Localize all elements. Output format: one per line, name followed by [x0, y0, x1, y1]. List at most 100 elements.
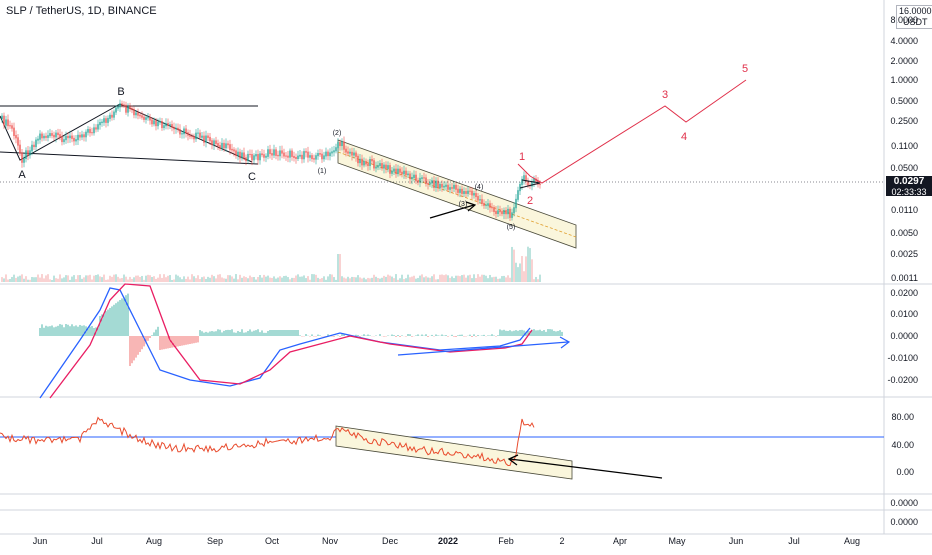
macd-histogram-bar	[549, 329, 550, 336]
macd-histogram-bar	[261, 330, 262, 336]
macd-histogram-bar	[137, 336, 138, 355]
candle	[201, 136, 202, 138]
candle	[141, 115, 142, 117]
volume-bar	[417, 278, 418, 282]
candle	[309, 155, 310, 158]
volume-bar	[511, 247, 512, 282]
macd-histogram-bar	[445, 335, 446, 336]
volume-bar	[339, 254, 340, 282]
volume-bar	[77, 275, 78, 282]
candle	[181, 133, 182, 134]
macd-histogram-bar	[501, 330, 502, 336]
volume-bar	[493, 277, 494, 282]
candle	[119, 103, 120, 107]
candle	[33, 145, 34, 147]
candle	[347, 151, 348, 153]
candle	[209, 137, 210, 141]
volume-bar	[125, 277, 126, 282]
candle	[469, 191, 470, 192]
candle	[21, 152, 22, 162]
volume-bar	[463, 275, 464, 282]
volume-bar	[227, 275, 228, 282]
macd-histogram-bar	[39, 328, 40, 336]
volume-bar	[123, 275, 124, 282]
volume-bar	[509, 278, 510, 282]
volume-bar	[45, 275, 46, 282]
macd-histogram-bar	[91, 326, 92, 336]
macd-histogram-bar	[153, 332, 154, 336]
candle	[471, 191, 472, 196]
x-tick-label: Jul	[91, 536, 103, 546]
candle	[291, 151, 292, 157]
macd-tick-label: 0.0000	[890, 331, 918, 341]
volume-bar	[23, 279, 24, 282]
volume-bar	[263, 275, 264, 282]
macd-tick-label: -0.0100	[887, 353, 918, 363]
candle	[155, 120, 156, 126]
candle	[241, 152, 242, 158]
currency-selector[interactable]: 16.0000 USDT	[896, 5, 932, 29]
candle	[497, 210, 498, 214]
volume-bar	[401, 275, 402, 282]
volume-bar	[533, 279, 534, 282]
volume-bar	[131, 279, 132, 282]
last-price-value: 0.0297	[886, 176, 932, 187]
volume-bar	[497, 279, 498, 282]
candle	[53, 135, 54, 138]
macd-histogram-bar	[147, 336, 148, 341]
macd-histogram-bar	[179, 336, 180, 346]
volume-bar	[5, 274, 6, 282]
candle	[149, 117, 150, 120]
candle	[67, 136, 68, 138]
volume-bar	[71, 277, 72, 282]
volume-bar	[507, 275, 508, 282]
macd-histogram-bar	[499, 329, 500, 336]
candle	[91, 132, 92, 133]
macd-histogram-bar	[221, 332, 222, 336]
volume-bar	[137, 276, 138, 282]
candle	[385, 165, 386, 170]
volume-bar	[161, 278, 162, 282]
volume-bar	[537, 279, 538, 282]
macd-histogram-bar	[265, 333, 266, 336]
candle	[195, 133, 196, 140]
volume-bar	[421, 274, 422, 282]
volume-bar	[299, 277, 300, 282]
volume-bar	[539, 275, 540, 282]
volume-bar	[351, 277, 352, 282]
macd-histogram-bar	[521, 330, 522, 336]
volume-bar	[171, 280, 172, 282]
macd-histogram-bar	[41, 324, 42, 336]
candle	[427, 183, 428, 185]
price-tick-label: 0.0025	[890, 249, 918, 259]
candle	[323, 155, 324, 159]
macd-histogram-bar	[57, 326, 58, 336]
wave-label-big: 1	[519, 151, 525, 163]
candle	[303, 151, 304, 159]
volume-bar	[57, 279, 58, 282]
candle	[441, 184, 442, 188]
macd-histogram-bar	[99, 316, 100, 336]
extra-tick-label: 0.0000	[890, 517, 918, 527]
macd-histogram-bar	[505, 331, 506, 336]
currency-top-value: 16.0000	[899, 6, 932, 17]
candle	[151, 120, 152, 125]
macd-histogram-bar	[383, 336, 384, 337]
candle	[109, 115, 110, 119]
candle	[499, 210, 500, 212]
candle	[113, 112, 114, 118]
x-tick-label: Jul	[788, 536, 800, 546]
macd-histogram-bar	[551, 329, 552, 336]
macd-histogram-bar	[561, 332, 562, 336]
candle	[199, 133, 200, 138]
price-tick-label: 0.5000	[890, 96, 918, 106]
volume-bar	[453, 278, 454, 282]
volume-bar	[167, 276, 168, 282]
volume-bar	[471, 278, 472, 282]
candle	[161, 121, 162, 128]
macd-histogram-bar	[447, 336, 448, 337]
volume-bar	[33, 277, 34, 282]
macd-histogram-bar	[215, 331, 216, 336]
macd-histogram-bar	[519, 330, 520, 336]
